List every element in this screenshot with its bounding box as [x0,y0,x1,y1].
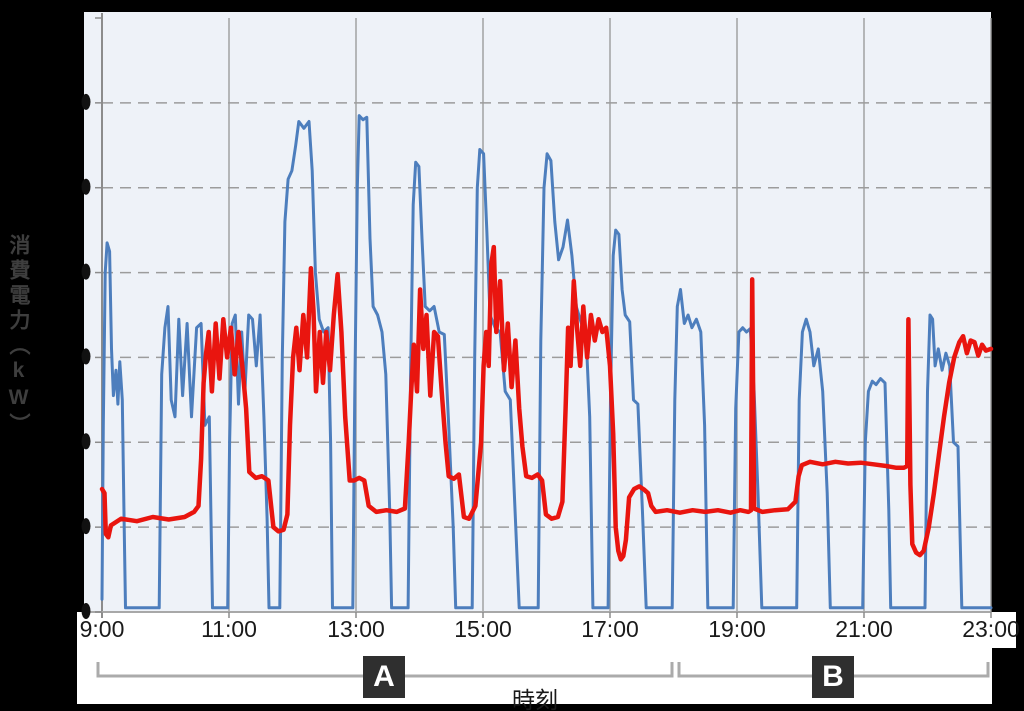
cropped-y-tick-labels [81,93,91,619]
cropped-y-tick-label [81,433,91,450]
data-series [99,114,994,610]
x-axis-title: 時刻 [512,687,558,711]
y-axis-title: 消費電力（kW） [7,234,30,438]
x-tick-label: 11:00 [201,616,257,642]
x-tick-label: 9:00 [79,616,125,642]
series-red-line [99,244,994,562]
x-tick-label: 19:00 [708,616,766,642]
x-tick-label: 17:00 [581,616,639,642]
series-blue-line [100,114,993,610]
cropped-y-tick-label [81,93,91,110]
cropped-y-tick-label [81,518,91,535]
cropped-y-tick-label [81,263,91,280]
cropped-y-tick-label [81,348,91,365]
cropped-y-tick-label [81,178,91,195]
plot-background [84,12,991,612]
axis-ticks [95,17,992,618]
x-axis-label-strip [77,612,1016,704]
corner-mask [992,648,1024,711]
x-tick-label: 23:00 [962,616,1020,642]
badge-b: B [812,656,854,698]
x-tick-label: 21:00 [835,616,893,642]
x-tick-label: 13:00 [327,616,385,642]
x-tick-label: 15:00 [454,616,512,642]
badge-a: A [363,656,405,698]
cropped-y-tick-label [81,603,91,619]
